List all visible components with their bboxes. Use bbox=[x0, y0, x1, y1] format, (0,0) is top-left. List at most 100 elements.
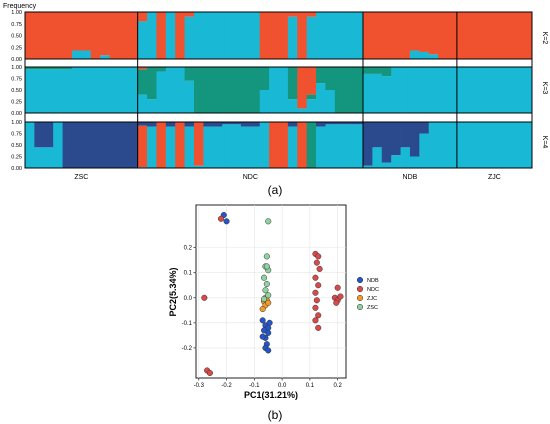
admixture-segment bbox=[156, 12, 167, 59]
pca-x-tick-label: -0.3 bbox=[194, 383, 205, 389]
admixture-segment bbox=[100, 67, 110, 113]
admixture-segment bbox=[344, 122, 355, 125]
admixture-segment bbox=[222, 12, 232, 59]
admixture-segment bbox=[147, 99, 157, 113]
admixture-segment bbox=[43, 69, 54, 113]
admixture-segment bbox=[287, 12, 298, 17]
admixture-segment bbox=[363, 67, 373, 74]
admixture-segment bbox=[137, 12, 148, 22]
admixture-segment bbox=[212, 12, 223, 59]
admixture-segment bbox=[25, 69, 35, 113]
admixture-segment bbox=[297, 108, 308, 113]
admixture-segment bbox=[250, 12, 261, 59]
pca-y-tick-label: 0.1 bbox=[184, 271, 193, 277]
admixture-segment bbox=[522, 67, 533, 113]
pca-point-ndc bbox=[312, 304, 319, 311]
admixture-segment bbox=[456, 67, 467, 113]
admixture-segment bbox=[156, 122, 167, 168]
admixture-segment bbox=[485, 12, 495, 59]
pca-point-ndc bbox=[315, 324, 322, 331]
admixture-segment bbox=[428, 122, 439, 168]
admixture-segment bbox=[287, 16, 298, 59]
admixture-segment bbox=[90, 67, 101, 113]
admixture-segment bbox=[53, 12, 63, 59]
admixture-segment bbox=[325, 122, 336, 125]
admixture-segment bbox=[409, 50, 420, 59]
admixture-segment bbox=[381, 162, 392, 168]
admixture-segment bbox=[231, 12, 242, 59]
pca-point-zsc bbox=[261, 274, 268, 281]
admixture-segment bbox=[428, 67, 439, 113]
admixture-segment bbox=[222, 67, 232, 113]
pca-plot: -0.3 -0.2 -0.1 0.0 0.1 0.2 -0.2-0.10.00.10.2 … bbox=[168, 204, 379, 422]
pca-point-zsc bbox=[261, 295, 268, 303]
pca-x-ticks: -0.3 -0.2 -0.1 0.0 0.1 0.2 bbox=[194, 378, 342, 389]
admixture-segment bbox=[184, 12, 195, 17]
admixture-segment bbox=[475, 67, 486, 113]
admixture-segment bbox=[100, 55, 110, 59]
structure-y-tick-label: 0.50 bbox=[11, 88, 22, 94]
pca-y-tick-label: 0.2 bbox=[184, 246, 193, 252]
admixture-segment bbox=[325, 90, 336, 113]
admixture-segment bbox=[485, 122, 495, 168]
admixture-segment bbox=[306, 122, 317, 168]
admixture-segment bbox=[372, 12, 383, 59]
structure-y-tick-label: 0.75 bbox=[11, 132, 22, 138]
admixture-segment bbox=[34, 122, 45, 148]
admixture-segment bbox=[259, 67, 270, 90]
admixture-segment bbox=[353, 12, 364, 59]
admixture-segment bbox=[334, 124, 345, 168]
pca-point-zsc bbox=[263, 253, 270, 260]
admixture-segment bbox=[250, 67, 261, 113]
pca-y-tick-label: 0.0 bbox=[184, 296, 193, 302]
admixture-segment bbox=[81, 122, 92, 168]
admixture-segment bbox=[400, 12, 411, 59]
admixture-segment bbox=[316, 67, 326, 84]
admixture-segment bbox=[306, 16, 317, 59]
admixture-segment bbox=[62, 67, 73, 70]
admixture-segment bbox=[128, 122, 139, 168]
admixture-segment bbox=[212, 126, 223, 168]
structure-y-tick-label: 0.50 bbox=[11, 143, 22, 149]
admixture-segment bbox=[109, 67, 120, 113]
admixture-segment bbox=[118, 122, 129, 168]
admixture-segment bbox=[363, 165, 373, 168]
admixture-segment bbox=[259, 122, 270, 168]
pca-point-ndc bbox=[217, 215, 225, 222]
admixture-segment bbox=[409, 67, 420, 113]
admixture-segment bbox=[269, 67, 279, 113]
pca-point-ndc bbox=[313, 297, 320, 304]
admixture-segment bbox=[194, 12, 204, 59]
pca-point-zjc bbox=[265, 299, 272, 306]
admixture-segment bbox=[184, 80, 195, 113]
admixture-segment bbox=[240, 126, 251, 168]
admixture-segment bbox=[147, 122, 157, 127]
admixture-segment bbox=[391, 12, 401, 59]
panel-label-k4: K=4 bbox=[541, 136, 548, 149]
legend-marker-zjc bbox=[356, 294, 364, 302]
admixture-segment bbox=[222, 122, 232, 125]
pca-point-zsc bbox=[262, 287, 269, 294]
admixture-segment bbox=[325, 124, 336, 168]
pca-y-ticks: -0.2 -0.1 0.0 0.1 0.2 bbox=[182, 246, 196, 352]
admixture-segment bbox=[447, 12, 458, 59]
panel-label-k2: K=2 bbox=[541, 32, 548, 45]
structure-y-tick-label: 0.25 bbox=[11, 45, 22, 51]
pca-y-label: PC2(5.34%) bbox=[168, 267, 178, 316]
admixture-segment bbox=[137, 21, 148, 59]
pca-point-ndc bbox=[201, 294, 208, 301]
structure-plot: Frequency 0.000.250.500.751.000.000.250.… bbox=[3, 3, 548, 197]
admixture-segment bbox=[165, 12, 176, 59]
structure-y-tick-label: 0.75 bbox=[11, 77, 22, 83]
admixture-segment bbox=[184, 16, 195, 59]
admixture-segment bbox=[503, 67, 514, 113]
admixture-segment bbox=[466, 67, 477, 113]
admixture-segment bbox=[522, 122, 533, 168]
pca-point-ndb bbox=[265, 347, 272, 354]
pca-point-ndb bbox=[266, 319, 273, 326]
panel-label-k3: K=3 bbox=[541, 82, 548, 95]
admixture-segment bbox=[231, 67, 242, 113]
admixture-segment bbox=[522, 12, 533, 59]
admixture-segment bbox=[25, 67, 35, 70]
admixture-segment bbox=[278, 12, 289, 59]
